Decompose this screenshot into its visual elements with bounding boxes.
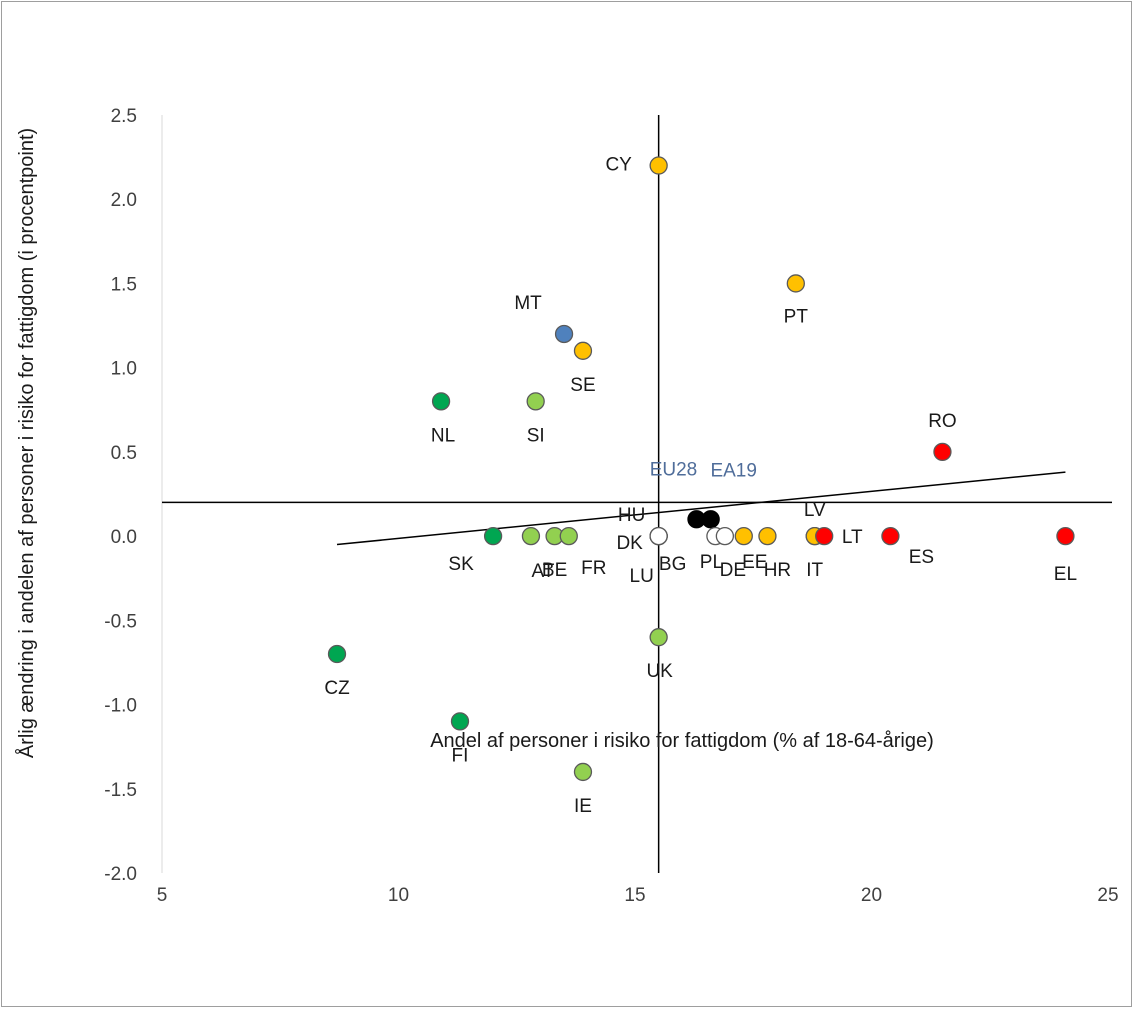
label-lu: LU	[630, 566, 654, 587]
y-tick-label: 0.0	[111, 527, 137, 548]
label-si: SI	[527, 425, 545, 446]
y-tick-label: 1.5	[111, 274, 137, 295]
point-ro	[933, 442, 952, 462]
point-nl	[431, 392, 451, 411]
point-mt	[554, 324, 574, 344]
label-mt: MT	[514, 293, 542, 314]
point-se	[573, 341, 593, 360]
label-at: AT	[532, 561, 555, 582]
x-tick-label: 10	[388, 885, 409, 906]
label-be: BE	[542, 560, 567, 581]
point-sk	[483, 526, 503, 546]
y-tick-label: -0.5	[104, 611, 137, 632]
label-el: EL	[1054, 564, 1077, 585]
x-tick-label: 20	[861, 885, 882, 906]
label-es: ES	[909, 547, 934, 568]
label-sk: SK	[448, 554, 474, 575]
y-tick-label: 2.0	[111, 190, 137, 211]
point-ee	[734, 526, 753, 546]
y-tick-label: 1.0	[111, 359, 137, 380]
label-dk: DK	[616, 533, 643, 554]
label-hu: HU	[618, 505, 645, 526]
trendline	[336, 471, 1066, 546]
point-si	[526, 392, 545, 411]
label-de: DE	[720, 560, 746, 581]
label-uk: UK	[646, 661, 673, 682]
x-tick-label: 5	[157, 885, 168, 906]
label-nl: NL	[431, 425, 455, 446]
label-se: SE	[570, 375, 595, 396]
point-at	[521, 526, 541, 546]
point-el	[1056, 526, 1075, 546]
point-bg	[649, 526, 668, 546]
label-ro: RO	[928, 411, 957, 432]
label-fr: FR	[581, 558, 606, 579]
label-ea19: EA19	[710, 460, 756, 481]
y-tick-label: -1.0	[104, 696, 137, 717]
label-pt: PT	[784, 306, 809, 327]
label-eu28: EU28	[650, 459, 698, 480]
label-lt: LT	[842, 527, 863, 548]
y-tick-label: 0.5	[111, 443, 137, 464]
point-fi	[450, 712, 470, 731]
point-ea19	[701, 510, 720, 529]
label-cy: CY	[605, 155, 632, 176]
y-axis-title: Årlig ændring i andelen af personer i ri…	[15, 128, 38, 758]
point-fr	[559, 526, 578, 546]
point-cz	[327, 644, 347, 664]
y-tick-label: 2.5	[111, 106, 137, 127]
point-lt	[815, 526, 834, 546]
point-cy	[649, 156, 668, 175]
label-fi: FI	[452, 745, 469, 766]
point-es	[881, 526, 900, 546]
point-de	[715, 526, 735, 546]
point-ie	[573, 762, 593, 782]
point-hr	[758, 526, 777, 546]
label-it: IT	[806, 560, 823, 581]
x-tick-label: 25	[1097, 885, 1118, 906]
axes-layer: -2.0 -1.5 -1.0 -0.5 0.0 0.5 1.0 1.5 2.0 2.5 5 10 15 2…	[104, 106, 1118, 906]
data-points	[327, 156, 1075, 782]
x-tick-label: 15	[624, 885, 645, 906]
reference-lines	[162, 115, 1112, 873]
label-cz: CZ	[324, 678, 350, 699]
point-pt	[786, 274, 805, 293]
label-bg: BG	[659, 554, 686, 575]
label-lv: LV	[804, 500, 826, 521]
label-pl: PL	[700, 552, 723, 573]
label-ee: EE	[742, 552, 767, 573]
label-ie: IE	[574, 796, 592, 817]
y-tick-label: -2.0	[104, 864, 137, 885]
point-uk	[649, 628, 668, 647]
y-tick-label: -1.5	[104, 780, 137, 801]
x-axis-title: Andel af personer i risiko for fattigdom…	[430, 730, 934, 752]
label-hr: HR	[764, 560, 791, 581]
